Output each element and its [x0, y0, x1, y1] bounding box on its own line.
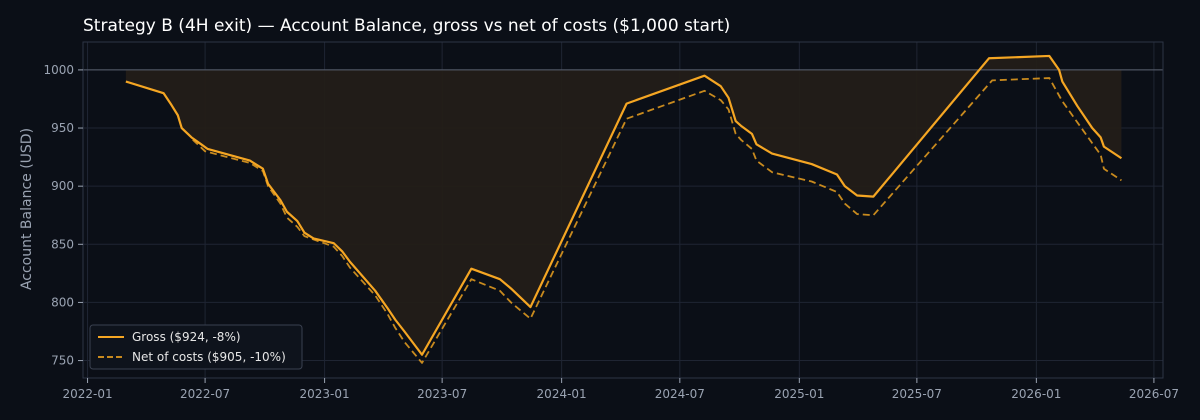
y-tick-label: 900 — [51, 179, 74, 193]
y-tick-label: 750 — [51, 354, 74, 368]
y-tick-label: 950 — [51, 121, 74, 135]
y-tick-label: 850 — [51, 237, 74, 251]
x-tick-label: 2024-01 — [537, 387, 587, 401]
y-axis-ticks: 750 800 850 900 950 1000 — [43, 63, 83, 368]
drawdown-fill — [125, 55, 1122, 355]
legend: Gross ($924, -8%) Net of costs ($905, -1… — [89, 324, 303, 370]
series-lines — [125, 54, 1123, 364]
x-tick-label: 2024-07 — [655, 387, 705, 401]
x-tick-label: 2026-07 — [1129, 387, 1179, 401]
x-tick-label: 2022-01 — [62, 387, 112, 401]
x-tick-label: 2023-07 — [417, 387, 467, 401]
plot-area — [82, 41, 1164, 379]
legend-label-net: Net of costs ($905, -10%) — [132, 350, 286, 364]
x-axis-ticks: 2022-01 2022-07 2023-01 2023-07 2024-01 2024-… — [62, 378, 1179, 401]
chart-title: Strategy B (4H exit) — Account Balance, … — [83, 16, 730, 36]
series-line-net — [192, 77, 1122, 364]
x-tick-label: 2023-01 — [300, 387, 350, 401]
y-tick-label: 800 — [51, 295, 74, 309]
x-tick-label: 2022-07 — [180, 387, 230, 401]
x-tick-label: 2025-07 — [892, 387, 942, 401]
plot-frame — [82, 41, 1164, 379]
legend-box — [89, 324, 303, 370]
x-tick-label: 2026-01 — [1011, 387, 1061, 401]
y-axis-label: Account Balance (USD) — [19, 128, 35, 290]
series-line-gross — [125, 54, 1123, 356]
x-tick-label: 2025-01 — [774, 387, 824, 401]
drawdown-area — [125, 55, 1122, 355]
y-tick-label: 1000 — [43, 63, 74, 77]
legend-label-gross: Gross ($924, -8%) — [132, 330, 241, 344]
